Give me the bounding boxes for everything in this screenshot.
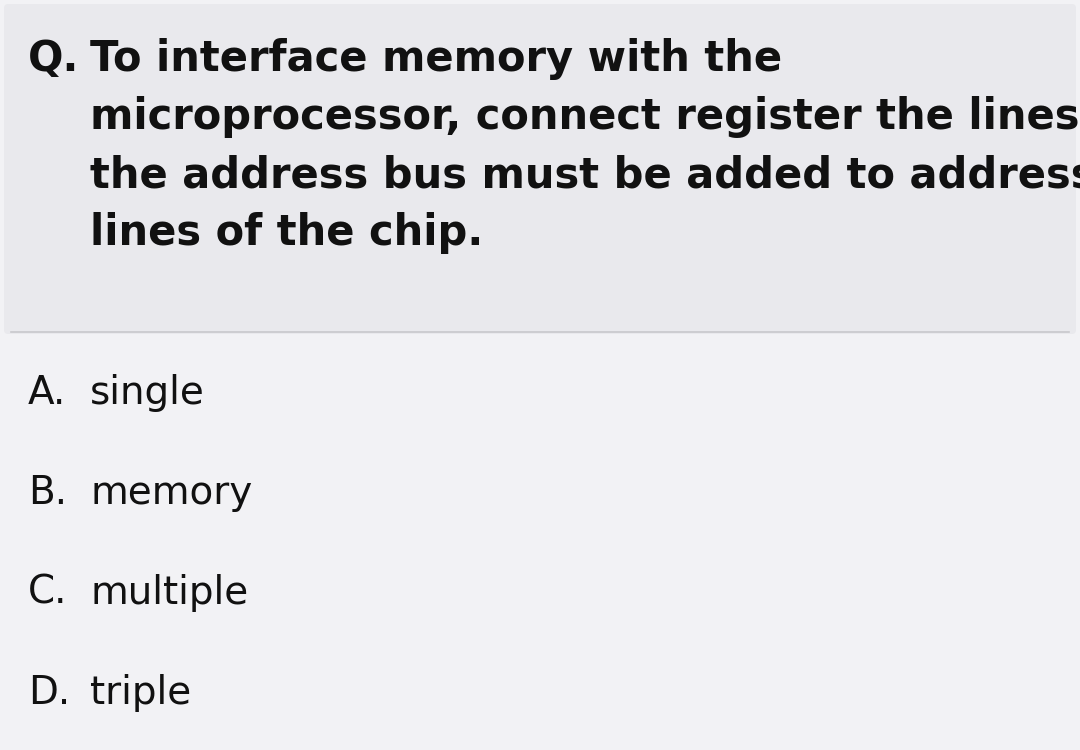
Text: microprocessor, connect register the lines of: microprocessor, connect register the lin… — [90, 96, 1080, 138]
Text: To interface memory with the: To interface memory with the — [90, 38, 782, 80]
Text: single: single — [90, 374, 205, 412]
Text: Q.: Q. — [28, 38, 79, 80]
Text: A.: A. — [28, 374, 66, 412]
FancyBboxPatch shape — [4, 4, 1076, 334]
Text: B.: B. — [28, 474, 67, 512]
Text: lines of the chip.: lines of the chip. — [90, 212, 483, 254]
Text: C.: C. — [28, 574, 67, 612]
Text: the address bus must be added to address: the address bus must be added to address — [90, 154, 1080, 196]
Text: triple: triple — [90, 674, 191, 712]
Text: D.: D. — [28, 674, 70, 712]
Text: memory: memory — [90, 474, 253, 512]
Text: multiple: multiple — [90, 574, 248, 612]
